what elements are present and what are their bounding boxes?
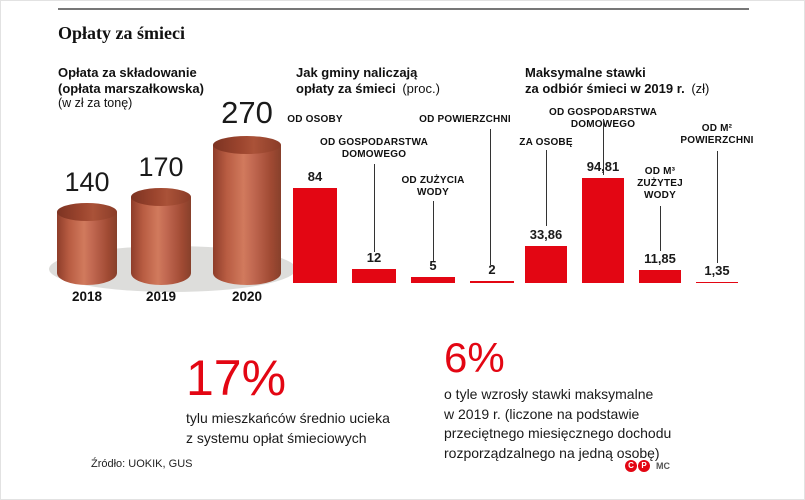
highlight-17-value: 17% xyxy=(186,350,287,406)
bar-od-gospodarstwa-domowego xyxy=(582,178,624,283)
cylinder-2019 xyxy=(131,187,191,285)
year-label-2019: 2019 xyxy=(145,289,177,304)
cylinder-value-2018: 140 xyxy=(64,167,110,198)
author-initials: MC xyxy=(656,461,670,471)
leader-line xyxy=(433,201,434,261)
highlight-6-text-line3: przeciętnego miesięcznego dochodu xyxy=(444,425,672,441)
cylinder-value-2019: 170 xyxy=(138,151,184,182)
year-label-2020: 2020 xyxy=(231,289,263,304)
bar-value: 94,81 xyxy=(586,159,620,174)
year-label-2018: 2018 xyxy=(71,289,103,304)
bar-value: 1,35 xyxy=(704,262,730,278)
highlight-6-text-line4: rozporządzalnego na jedną osobę) xyxy=(444,444,660,461)
bar-value: 12 xyxy=(366,250,382,266)
highlight-17-text-line1: tylu mieszkańców średnio ucieka xyxy=(186,410,390,426)
chart-rates-header: Maksymalne stawki za odbiór śmieci w 201… xyxy=(525,65,709,96)
phonogram-icon: P xyxy=(638,460,650,472)
bar-value: 5 xyxy=(429,258,437,274)
leader-line xyxy=(660,206,661,251)
leader-line xyxy=(490,129,491,265)
bar-od-m3-wody xyxy=(639,269,681,283)
highlight-6-text-line2: w 2019 r. (liczone na podstawie xyxy=(444,405,640,422)
chart-calc-header: Jak gminy naliczają opłaty za śmieci (pr… xyxy=(296,65,440,96)
category-label-za-osobe: ZA OSOBĘ xyxy=(519,137,573,148)
category-label-od-zuzycia-wody: OD ZUŻYCIA WODY xyxy=(401,175,465,198)
cylinder-value-2020: 270 xyxy=(221,94,273,130)
highlight-6-text-line1: o tyle wzrosły stawki maksymalne xyxy=(444,386,654,402)
highlight-6-percent: 6% o tyle wzrosły stawki maksymalne w 20… xyxy=(444,337,671,463)
bar-od-gospodarstwa xyxy=(352,269,396,283)
category-label-od-powierzchni: OD POWIERZCHNI xyxy=(419,114,511,125)
category-label-od-gospodarstwa: OD GOSPODARSTWA DOMOWEGO xyxy=(319,137,428,160)
bar-od-osoby xyxy=(293,188,337,283)
chart-rates-title-line1: Maksymalne stawki xyxy=(525,65,646,80)
chart-landfill-subtitle: (w zł za tonę) xyxy=(58,96,133,110)
category-label-od-osoby: OD OSOBY xyxy=(287,114,343,125)
bar-od-zuzycia-wody xyxy=(411,277,455,283)
leader-line xyxy=(603,119,604,175)
chart-rates-title-line2: za odbiór śmieci w 2019 r. xyxy=(525,80,685,96)
cylinder-2020 xyxy=(213,135,281,285)
chart-calc-subtitle: (proc.) xyxy=(402,80,440,96)
highlight-6-value: 6% xyxy=(444,334,505,381)
chart-landfill-title-line1: Opłata za składowanie xyxy=(58,65,197,80)
leader-line xyxy=(546,150,547,226)
chart-landfill-header: Opłata za składowanie (opłata marszałkow… xyxy=(58,65,204,112)
bar-od-powierzchni xyxy=(470,280,514,283)
page-title: Opłaty za śmieci xyxy=(58,23,185,43)
bar-value: 11,85 xyxy=(644,250,676,266)
highlight-17-text-line2: z systemu opłat śmieciowych xyxy=(186,429,367,446)
leader-line xyxy=(374,164,375,252)
bar-za-osobe xyxy=(525,245,567,283)
bar-value: 33,86 xyxy=(529,226,563,242)
bar-od-m2-powierzchni xyxy=(696,281,738,283)
leader-line xyxy=(717,151,718,263)
bar-value: 84 xyxy=(307,169,323,184)
highlight-17-percent: 17% tylu mieszkańców średnio ucieka z sy… xyxy=(186,353,390,448)
category-label-od-m3-wody: OD M³ ZUŻYTEJ WODY xyxy=(637,166,683,201)
chart-calc-title-line1: Jak gminy naliczają xyxy=(296,65,418,80)
category-label-od-m2-powierzchni: OD M² POWIERZCHNI xyxy=(680,123,754,146)
bar-value: 2 xyxy=(488,261,496,277)
chart-rates-subtitle: (zł) xyxy=(691,80,710,96)
copyright-icon: C xyxy=(625,460,637,472)
chart-calc-title-line2: opłaty za śmieci xyxy=(296,80,396,96)
cylinder-2018 xyxy=(57,203,117,285)
chart-landfill-title-line2: (opłata marszałkowska) xyxy=(58,80,204,96)
top-rule xyxy=(58,8,749,10)
source-note: Źródło: UOKIK, GUS xyxy=(91,458,193,470)
category-label-od-gospodarstwa-domowego: OD GOSPODARSTWA DOMOWEGO xyxy=(548,107,657,130)
